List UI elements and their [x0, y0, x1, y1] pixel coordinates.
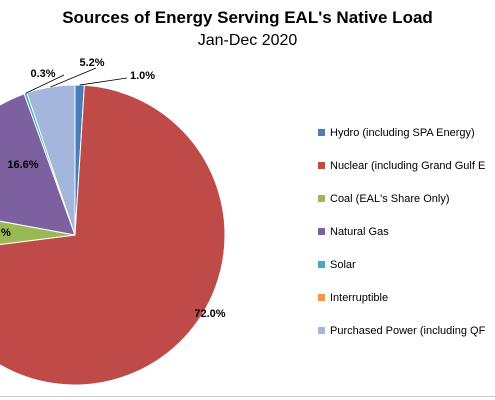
pie-slice-nuclear-including-grand-gulf-e: [0, 84, 226, 386]
leader-line-purchased-power: [50, 67, 97, 88]
divider: [0, 396, 495, 397]
data-label-solar: 0.3%: [30, 68, 55, 80]
legend-label: Purchased Power (including QF: [330, 325, 486, 337]
data-label-natural-gas: 16.6%: [7, 159, 38, 171]
legend-label: Natural Gas: [330, 226, 389, 238]
legend-swatch: [318, 261, 325, 268]
legend-label: Coal (EAL's Share Only): [330, 193, 450, 205]
pie-slice-natural-gas: [0, 93, 76, 236]
pie-slice-coal-eal-s-share-only: [0, 220, 76, 245]
legend-label: Nuclear (including Grand Gulf E: [330, 160, 486, 172]
legend-label: Solar: [330, 259, 356, 271]
legend-swatch: [318, 228, 325, 235]
legend-label: Hydro (including SPA Energy): [330, 127, 475, 139]
data-label-purchased-power: 5.2%: [79, 57, 104, 69]
legend-swatch: [318, 162, 325, 169]
legend-swatch: [318, 294, 325, 301]
leader-line-hydro: [79, 77, 128, 86]
data-label-hydro: 1.0%: [130, 70, 155, 82]
chart-title: Sources of Energy Serving EAL's Native L…: [62, 8, 433, 27]
legend-label: Interruptible: [330, 292, 389, 304]
data-label-nuclear: 72.0%: [194, 308, 225, 320]
legend-swatch: [318, 129, 325, 136]
data-label-coal: %: [1, 227, 11, 239]
chart-subtitle: Jan-Dec 2020: [197, 32, 298, 49]
legend-swatch: [318, 327, 325, 334]
leader-line-solar: [25, 74, 65, 94]
legend-swatch: [318, 195, 325, 202]
